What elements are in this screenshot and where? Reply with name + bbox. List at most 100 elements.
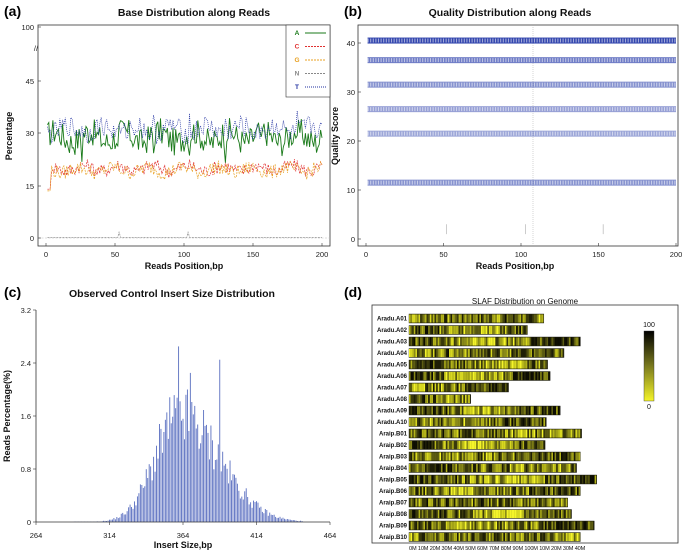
chart-d-density-segment: [511, 486, 513, 496]
chart-d-density-segment: [572, 337, 574, 346]
chart-d-density-segment: [498, 429, 501, 438]
chart-d-density-segment: [497, 521, 499, 530]
chart-d-density-segment: [554, 532, 557, 542]
chart-d-density-segment: [471, 498, 473, 507]
chart-d-density-segment: [444, 348, 446, 358]
chart-d-density-segment: [445, 498, 448, 507]
chart-d-density-segment: [578, 429, 581, 438]
chart-b-xtick-label: 0: [364, 250, 368, 259]
chart-d-density-segment: [469, 371, 472, 381]
chart-d-density-segment: [525, 371, 528, 381]
chart-d-density-segment: [564, 521, 566, 530]
chart-d-density-segment: [410, 325, 413, 335]
chart-d-density-segment: [417, 314, 419, 323]
chart-d-density-segment: [498, 463, 501, 473]
chart-d-density-segment: [447, 348, 449, 358]
chart-c-bar: [181, 420, 182, 522]
chart-d-density-segment: [452, 406, 454, 415]
chart-c-bar: [231, 480, 232, 522]
chart-d-density-segment: [431, 509, 433, 519]
chart-d-density-segment: [434, 440, 437, 450]
chart-d-row-label: Aradu.A03: [377, 340, 408, 346]
chart-c-bar: [283, 518, 285, 522]
chart-d-row-label: Aradu.A09: [377, 409, 408, 415]
chart-d-density-segment: [441, 521, 443, 530]
chart-d-density-segment: [420, 337, 422, 346]
chart-d-density-segment: [428, 429, 430, 438]
chart-b-xtick-label: 50: [439, 250, 447, 259]
chart-d-density-segment: [415, 486, 417, 496]
chart-d-density-segment: [530, 429, 533, 438]
chart-c-bar: [225, 463, 227, 522]
chart-c-bar: [256, 501, 257, 522]
chart-d-density-segment: [490, 406, 493, 415]
chart-d-density-segment: [449, 486, 451, 496]
chart-d-density-segment: [525, 406, 528, 415]
chart-d-density-segment: [503, 532, 505, 542]
chart-c-bar: [160, 428, 162, 522]
chart-d-density-segment: [564, 532, 566, 542]
chart-d-density-segment: [442, 325, 445, 335]
chart-d-density-segment: [573, 463, 576, 473]
chart-d-density-segment: [489, 452, 491, 461]
chart-c-bar: [291, 520, 293, 522]
chart-c-bar: [157, 458, 159, 522]
chart-d-density-segment: [487, 417, 489, 427]
chart-d-density-segment: [508, 417, 510, 427]
chart-d-density-segment: [426, 521, 429, 530]
chart-d-density-segment: [503, 383, 505, 392]
chart-c-bar: [129, 504, 131, 522]
chart-d-density-segment: [481, 452, 483, 461]
chart-d-density-segment: [420, 417, 422, 427]
chart-d-density-segment: [501, 417, 504, 427]
chart-d-density-segment: [541, 360, 544, 369]
chart-d-density-segment: [421, 532, 424, 542]
chart-d-density-segment: [410, 498, 413, 507]
chart-d-density-segment: [549, 463, 552, 473]
chart-d-density-segment: [468, 486, 470, 496]
chart-d-density-segment: [556, 521, 558, 530]
chart-d-density-segment: [447, 475, 449, 484]
chart-d-density-segment: [447, 383, 449, 392]
chart-d-density-segment: [505, 360, 507, 369]
chart-d-density-segment: [465, 394, 467, 404]
chart-d-density-segment: [485, 463, 488, 473]
chart-d-density-segment: [466, 394, 469, 404]
chart-d-colorbar-max: 100: [643, 322, 655, 329]
chart-d-density-segment: [468, 337, 470, 346]
chart-d-density-segment: [492, 337, 494, 346]
chart-d-density-segment: [429, 406, 432, 415]
chart-d-density-segment: [447, 509, 449, 519]
chart-d-density-segment: [466, 417, 469, 427]
chart-d-density-segment: [532, 498, 534, 507]
chart-d-density-segment: [412, 463, 414, 473]
chart-d-density-segment: [410, 532, 413, 542]
chart-d-density-segment: [444, 509, 446, 519]
chart-d-density-segment: [460, 417, 462, 427]
chart-d-density-segment: [535, 371, 537, 381]
chart-d-density-segment: [537, 348, 539, 358]
chart-d-density-segment: [530, 452, 533, 461]
chart-d-density-segment: [474, 360, 477, 369]
chart-c-bar: [245, 488, 247, 522]
chart-d-density-segment: [476, 475, 478, 484]
chart-c-bar: [281, 518, 282, 522]
chart-d-density-segment: [455, 509, 457, 519]
chart-c-bar: [111, 519, 113, 522]
chart-d-row-label: Aradu.A02: [377, 328, 408, 334]
chart-d-density-segment: [441, 475, 443, 484]
chart-d-density-segment: [484, 383, 486, 392]
chart-d-density-segment: [549, 498, 552, 507]
chart-d-density-segment: [410, 429, 413, 438]
chart-d-density-segment: [469, 521, 472, 530]
chart-d-density-segment: [473, 475, 475, 484]
chart-d-density-segment: [473, 417, 475, 427]
chart-d-density-segment: [546, 452, 549, 461]
chart-d-density-segment: [447, 406, 449, 415]
chart-d-density-segment: [503, 337, 505, 346]
chart-d-density-segment: [506, 429, 509, 438]
chart-d-density-segment: [452, 383, 454, 392]
chart-d-density-segment: [425, 463, 427, 473]
chart-d-density-segment: [559, 463, 561, 473]
chart-d-density-segment: [466, 314, 469, 323]
